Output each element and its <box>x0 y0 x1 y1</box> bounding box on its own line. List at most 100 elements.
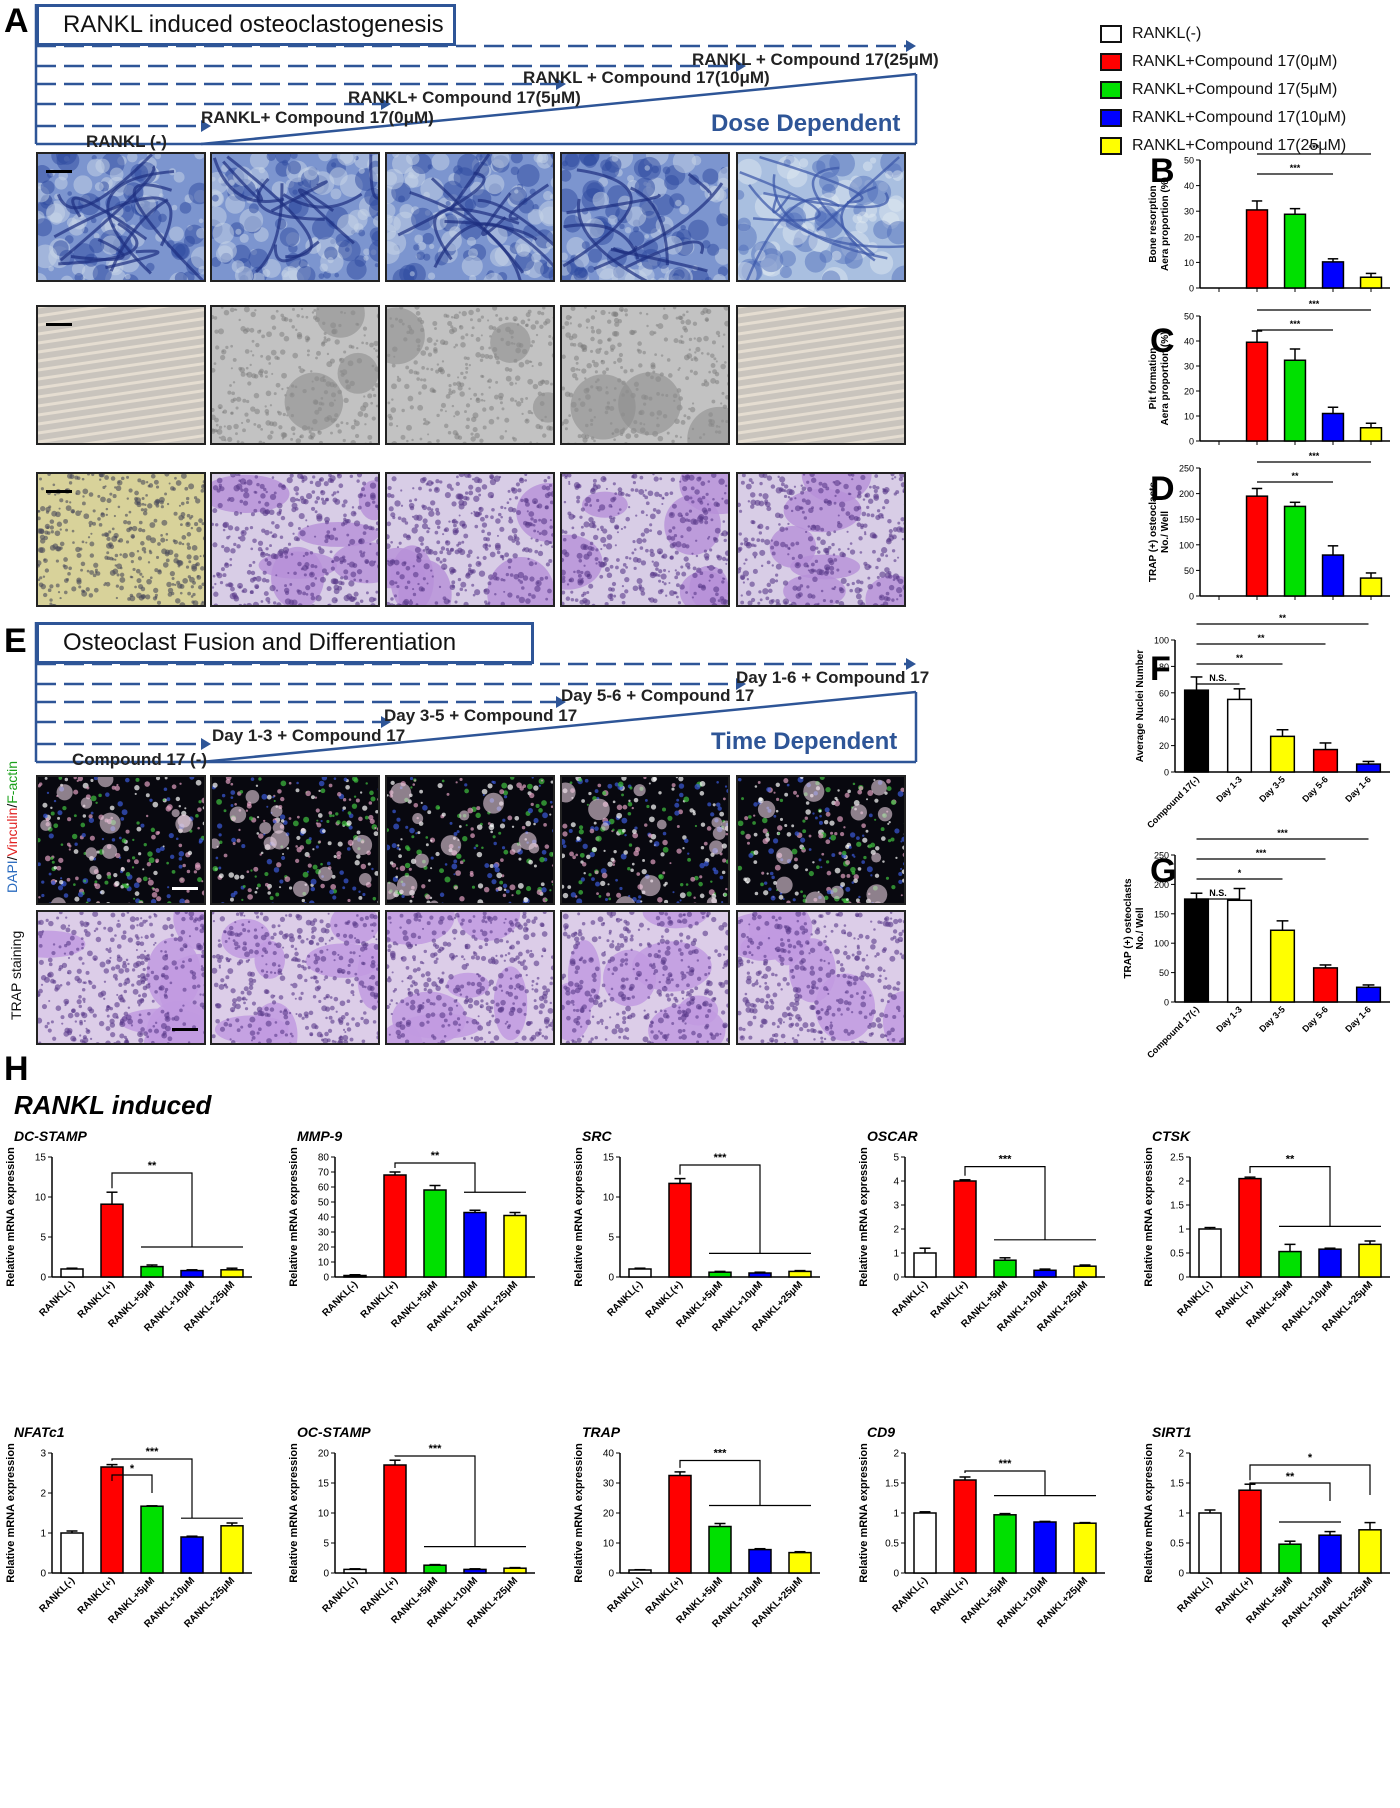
y-tick-label: 0 <box>1178 1569 1184 1580</box>
category-label: RANKL(+) <box>359 1575 400 1616</box>
significance-label: ** <box>148 1160 157 1172</box>
micrograph-bone-resorption-3-image <box>562 154 728 280</box>
bar <box>423 1564 447 1574</box>
y-axis-label: Relative mRNA expression <box>573 1147 585 1287</box>
y-tick-label: 150 <box>1179 515 1194 525</box>
significance-label: ** <box>1291 471 1299 481</box>
bar <box>1358 1529 1382 1574</box>
bar <box>140 1265 164 1278</box>
micrograph-trap-stain-0 <box>36 472 206 607</box>
y-tick-label: 4 <box>893 1177 899 1188</box>
micrograph-pit-formation-2-image <box>387 307 553 443</box>
y-tick-label: 50 <box>1184 566 1194 576</box>
y-axis-label: Relative mRNA expression <box>1143 1443 1155 1583</box>
panel-letter-f: F <box>1150 650 1171 688</box>
micrograph-trap-stain-2 <box>385 472 555 607</box>
bar <box>220 1269 244 1278</box>
y-tick-label: 40 <box>1184 337 1194 347</box>
significance-bracket <box>679 1164 761 1254</box>
bar <box>383 1464 407 1574</box>
y-axis-label: Average Nuclei Number <box>1135 650 1146 763</box>
y-tick-label: 1 <box>893 1509 899 1520</box>
significance-label: *** <box>146 1446 160 1458</box>
category-label: RANKL(+) <box>359 1279 400 1320</box>
chart-src: 0 5 10 15 Relative mRNA expression SRC RANKL(-… <box>573 1128 820 1334</box>
y-axis-label: Relative mRNA expression <box>1143 1147 1155 1287</box>
y-tick-label: 80 <box>318 1153 330 1164</box>
significance-bracket <box>394 1455 476 1547</box>
bar <box>913 1512 937 1574</box>
y-tick-label: 10 <box>1184 412 1194 422</box>
category-label: RANKL(+) <box>76 1279 117 1320</box>
y-tick-label: 1 <box>893 1249 899 1260</box>
scheme-e-label-2: Day 3-5 + Compound 17 <box>384 706 578 725</box>
chart-title: DC-STAMP <box>14 1128 88 1144</box>
y-tick-label: 2 <box>1178 1449 1184 1460</box>
legend-swatch <box>1100 109 1122 127</box>
category-label: Day 3-5 <box>1257 1004 1287 1034</box>
micrograph-trap-staining-2 <box>385 910 555 1045</box>
micrograph-pit-formation-1 <box>210 305 380 445</box>
y-tick-label: 40 <box>318 1213 330 1224</box>
bar <box>383 1174 407 1278</box>
y-axis-label: TRAP (+) osteoclasts <box>1148 482 1159 583</box>
bar <box>1358 1243 1382 1278</box>
category-label: Day 1-6 <box>1343 1004 1373 1034</box>
y-tick-label: 5 <box>893 1153 899 1164</box>
significance-label: *** <box>1309 299 1320 309</box>
bar <box>1226 899 1253 1003</box>
bar <box>463 1211 487 1278</box>
y-tick-label: 2 <box>1178 1177 1184 1188</box>
bar <box>1183 689 1210 773</box>
bar <box>1283 359 1307 442</box>
y-tick-label: 5 <box>608 1233 614 1244</box>
y-tick-label: 1 <box>40 1529 46 1540</box>
y-axis-label: Relative mRNA expression <box>288 1443 300 1583</box>
category-label: Day 1-3 <box>1214 1004 1244 1034</box>
scheme-e-label-3: Day 5-6 + Compound 17 <box>561 686 755 705</box>
bar <box>1226 698 1253 773</box>
scheme-e-label-1: Day 1-3 + Compound 17 <box>212 726 406 745</box>
micrograph-trap-staining-1-image <box>212 912 378 1043</box>
significance-bracket <box>111 1458 193 1519</box>
category-label: RANKL(-) <box>38 1575 78 1615</box>
y-tick-label: 30 <box>1184 207 1194 217</box>
micrograph-fluorescence-1 <box>210 775 380 905</box>
bar <box>220 1525 244 1574</box>
y-tick-label: 0 <box>1164 768 1169 778</box>
y-tick-label: 20 <box>1159 741 1169 751</box>
bar <box>180 1536 204 1574</box>
significance-label: * <box>1238 868 1242 878</box>
micrograph-pit-formation-0-image <box>38 307 204 443</box>
scheme-e-title: Osteoclast Fusion and Differentiation <box>36 622 534 664</box>
scheme-e-dependence: Time Dependent <box>711 728 898 755</box>
legend-item: RANKL+Compound 17(10μM) <box>1100 104 1346 132</box>
y-tick-label: 1.5 <box>885 1479 899 1490</box>
bar <box>1033 1269 1057 1278</box>
micrograph-trap-stain-4-image <box>738 474 904 605</box>
micrograph-fluorescence-3-image <box>562 777 728 903</box>
bar <box>1321 554 1345 597</box>
category-label: RANKL(-) <box>321 1279 361 1319</box>
micrograph-trap-stain-3 <box>560 472 730 607</box>
significance-bracket <box>1249 1166 1331 1227</box>
bar <box>1318 1534 1342 1574</box>
bar <box>1238 1489 1262 1574</box>
bar <box>1283 213 1307 289</box>
significance-label: ** <box>1286 1471 1295 1483</box>
bar <box>953 1180 977 1278</box>
chart-title: OSCAR <box>867 1128 918 1144</box>
bar <box>708 1525 732 1574</box>
panel-letter-c: C <box>1150 322 1175 360</box>
y-axis-label: Relative mRNA expression <box>5 1147 17 1287</box>
bar <box>1238 1177 1262 1278</box>
bar <box>1269 929 1296 1003</box>
bar <box>1312 967 1339 1003</box>
scheme-e: Osteoclast Fusion and Differentiation Co… <box>34 622 929 769</box>
scheme-a-label-4: RANKL + Compound 17(25μM) <box>692 50 939 69</box>
scale-bar <box>46 323 72 326</box>
chart-d: 0 50 100 150 200 250 TRAP (+) osteoclasts No./ … <box>1148 451 1390 602</box>
bar <box>1073 1522 1097 1574</box>
y-tick-label: 10 <box>603 1193 615 1204</box>
